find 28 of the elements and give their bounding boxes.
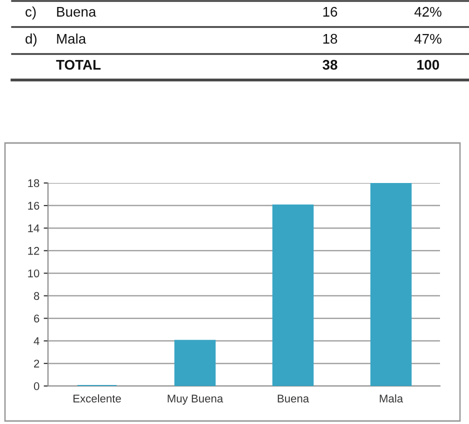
text: TOTAL [56, 60, 101, 70]
bar [370, 183, 412, 386]
y-tick-label: 16 [28, 202, 40, 210]
bar [174, 340, 216, 386]
y-tick-label: 18 [28, 179, 40, 188]
text: 16 [323, 6, 338, 17]
text: 100 [417, 60, 440, 70]
text: 47% [414, 34, 442, 44]
text: 18 [323, 34, 338, 44]
y-tick-label: 14 [28, 224, 40, 232]
x-tick-label: Muy Buena [168, 394, 224, 405]
y-tick-label: 4 [34, 337, 40, 345]
y-tick-label: 2 [34, 360, 40, 368]
x-tick-label: Mala [380, 394, 404, 402]
x-tick-label: Buena [278, 394, 310, 402]
y-tick-label: 12 [28, 246, 40, 255]
y-tick-label: 0 [34, 382, 40, 390]
text: Mala [57, 34, 86, 44]
text: 38 [322, 60, 338, 70]
bar [272, 204, 314, 386]
text: c) [26, 6, 36, 20]
y-tick-label: 10 [28, 269, 40, 278]
text: Buena [57, 7, 96, 17]
y-tick-label: 6 [34, 314, 40, 322]
text: d) [26, 34, 36, 46]
x-tick-label: Excelente [74, 394, 121, 402]
text: 42% [414, 6, 442, 17]
y-tick-label: 8 [34, 292, 40, 300]
